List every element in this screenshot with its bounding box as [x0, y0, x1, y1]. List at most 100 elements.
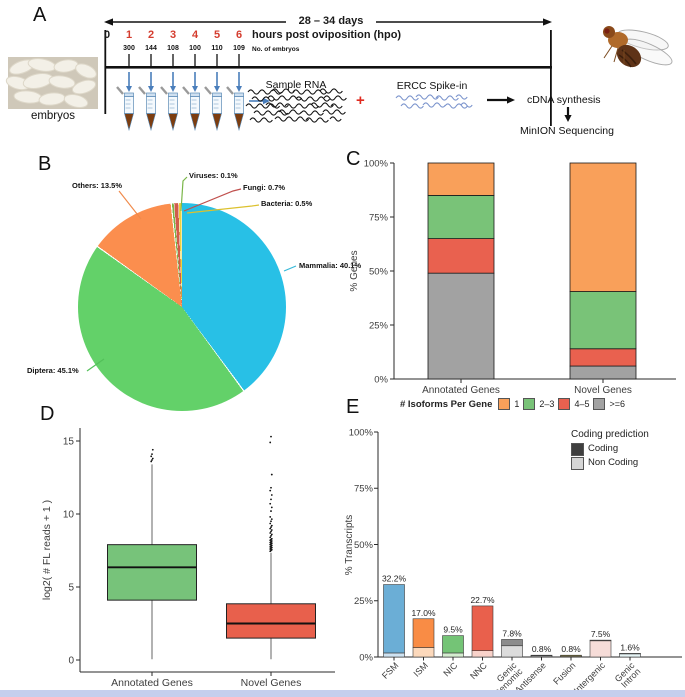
- legend-label-2-3: 2–3: [539, 399, 555, 409]
- legend-label-ge6: >=6: [609, 399, 625, 409]
- d-outlier: [270, 510, 272, 512]
- d-outlier: [270, 524, 273, 527]
- d-outlier: [270, 540, 273, 542]
- tube-content: [124, 113, 134, 132]
- e-bar-value-label: 7.5%: [591, 629, 611, 639]
- pie-label-fungi: Fungi: 0.7%: [243, 183, 286, 192]
- d-box: [226, 603, 316, 639]
- timeline-number-6: 6: [235, 29, 243, 41]
- d-outlier: [270, 529, 273, 531]
- e-x-label-line: Fusion: [551, 660, 577, 686]
- timeline-number-1: 1: [125, 29, 133, 41]
- coding-legend-title: Coding prediction: [571, 429, 649, 440]
- sample-rna-label: Sample RNA: [265, 79, 327, 91]
- d-outlier: [151, 457, 154, 460]
- rna-squiggle: [245, 103, 281, 109]
- e-bar-non-coding: [412, 647, 435, 658]
- d-outlier: [269, 527, 272, 530]
- legend-swatch-2-3: [523, 398, 536, 410]
- coding-label: Coding: [588, 443, 619, 454]
- c-y-tick-label: 100%: [364, 158, 389, 169]
- non-coding-label: Non Coding: [588, 457, 639, 468]
- d-outlier: [270, 533, 273, 536]
- e-x-label: ISM: [412, 660, 430, 678]
- timeline-number-0: 0: [103, 29, 111, 41]
- rna-squiggle: [300, 110, 324, 116]
- d-outlier: [270, 544, 273, 547]
- rna-squiggle: [249, 117, 273, 123]
- embryo-count-5: 110: [211, 45, 223, 52]
- sqanti-category-bar-chart: 0% 25% 50% 75% 100% 32.2% FSM 17.0% ISM 9.5% NIC 22…: [344, 427, 682, 695]
- e-bar-non-coding: [589, 640, 612, 658]
- e-x-label: FSM: [380, 660, 401, 681]
- d-y-tick-label: 10: [63, 510, 75, 521]
- rna-squiggle: [323, 95, 347, 101]
- rna-squiggle: [295, 96, 331, 102]
- pie-label-others: Others: 13.5%: [72, 181, 123, 190]
- rna-squiggle: [267, 95, 303, 101]
- c-x-label: Novel Genes: [574, 385, 632, 396]
- plus-sign: +: [356, 92, 365, 109]
- legend-label-1: 1: [514, 399, 520, 409]
- rna-squiggle: [455, 94, 468, 100]
- timeline-number-4: 4: [191, 29, 199, 41]
- c-y-tick-label: 25%: [369, 320, 389, 331]
- embryo-egg: [75, 63, 97, 79]
- embryo-count-2: 144: [145, 45, 157, 52]
- e-y-tick-label: 25%: [354, 596, 374, 607]
- tube-content: [146, 113, 156, 132]
- d-outlier: [270, 435, 272, 438]
- sampling-arrowhead: [236, 86, 242, 92]
- rna-squiggle: [319, 88, 343, 94]
- panel-e-letter: E: [346, 396, 360, 418]
- embryo-count-3: 108: [167, 45, 179, 52]
- embryos-photo: [5, 57, 98, 109]
- embryo-counts-label: No. of embryos: [252, 46, 300, 53]
- minion-label: MinION Sequencing: [520, 125, 614, 137]
- arrowhead-right: [543, 18, 552, 26]
- e-bar-value-label: 22.7%: [470, 595, 495, 605]
- d-outlier: [270, 535, 272, 537]
- rna-squiggle: [251, 96, 275, 102]
- c-x-label: Annotated Genes: [422, 385, 500, 396]
- embryo-egg: [63, 93, 89, 109]
- e-bar-coding: [471, 605, 494, 652]
- d-y-tick-label: 0: [68, 656, 74, 667]
- d-outlier: [269, 536, 272, 539]
- tube-cap: [234, 92, 244, 97]
- rna-squiggle: [395, 95, 419, 101]
- embryo-egg: [48, 75, 76, 89]
- rna-squiggle: [400, 103, 424, 109]
- d-outlier: [269, 489, 272, 492]
- c-y-tick-label: 50%: [369, 266, 389, 277]
- c-y-axis-label: % Genes: [349, 250, 360, 291]
- embryo-egg: [71, 79, 97, 95]
- d-outlier: [270, 537, 273, 540]
- c-bar-segment: [569, 348, 637, 367]
- embryo-count-6: 109: [233, 45, 245, 52]
- tube-content: [234, 113, 244, 132]
- legend-label-4-5: 4–5: [574, 399, 590, 409]
- d-outlier: [270, 518, 273, 521]
- rna-squiggle: [435, 95, 459, 101]
- arrowhead-left: [104, 18, 113, 26]
- panel-a-letter: A: [33, 4, 47, 26]
- rna-squiggle: [460, 102, 473, 108]
- d-y-tick-label: 5: [68, 583, 74, 594]
- pie-leader-bacteria: [186, 204, 260, 214]
- rna-squiggle: [284, 103, 320, 109]
- d-outlier: [151, 448, 154, 451]
- rna-squiggle: [329, 116, 342, 122]
- timeline-number-3: 3: [169, 29, 177, 41]
- fl-reads-boxplot: 0 5 10 15 Annotated Genes Novel Genes log2( # …: [41, 428, 335, 689]
- sampling-arrowhead: [170, 86, 176, 92]
- tube-content: [212, 113, 222, 132]
- rna-squiggle: [247, 89, 283, 95]
- panel-c-letter: C: [346, 148, 361, 170]
- pie-leader-mammalia: [283, 265, 297, 272]
- tube-cap: [146, 92, 156, 97]
- rna-squiggle: [415, 94, 439, 100]
- c-bar-segment: [427, 238, 495, 274]
- d-outlier: [270, 486, 272, 489]
